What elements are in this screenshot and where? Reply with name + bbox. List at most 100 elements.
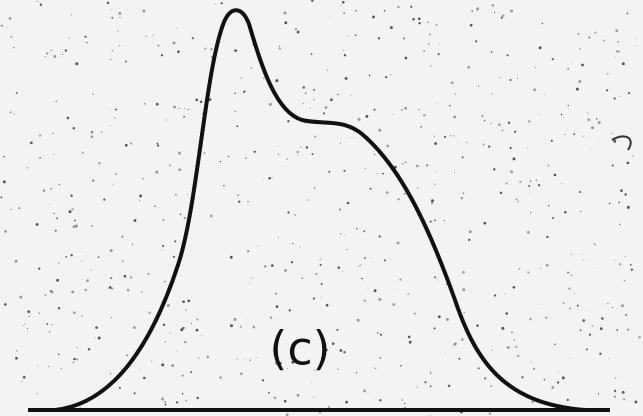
speckle: [339, 142, 341, 144]
speckle: [505, 182, 508, 185]
speckle: [72, 127, 76, 130]
speckle: [143, 376, 146, 380]
speckle: [164, 403, 167, 406]
speckle: [138, 199, 140, 201]
speckle: [111, 9, 113, 11]
speckle: [382, 172, 385, 175]
speckle: [285, 413, 289, 416]
speckle: [620, 189, 623, 192]
speckle: [84, 35, 87, 38]
speckle: [70, 194, 73, 197]
speckle: [174, 240, 177, 243]
speckle: [291, 360, 295, 364]
speckle: [165, 119, 167, 121]
speckle: [462, 288, 466, 292]
speckle: [121, 260, 124, 263]
speckle: [53, 212, 55, 215]
speckle: [252, 325, 256, 329]
speckle: [181, 393, 184, 395]
speckle: [570, 253, 573, 256]
speckle: [346, 201, 350, 205]
speckle: [404, 56, 408, 60]
speckle: [324, 106, 328, 109]
speckle: [462, 192, 465, 195]
speckle: [249, 283, 251, 284]
speckle: [240, 372, 243, 376]
speckle: [337, 266, 341, 269]
speckle: [38, 267, 41, 270]
speckle: [538, 46, 542, 50]
speckle: [153, 34, 155, 36]
speckle: [624, 256, 626, 258]
speckle: [490, 51, 493, 53]
speckle: [30, 141, 33, 145]
speckle: [290, 261, 294, 264]
speckle: [615, 29, 619, 33]
speckle: [488, 412, 492, 415]
speckle: [22, 324, 24, 327]
speckle: [420, 125, 423, 128]
speckle: [185, 309, 188, 311]
speckle: [597, 121, 601, 124]
speckle: [392, 113, 394, 115]
speckle: [261, 379, 265, 382]
speckle: [476, 8, 479, 11]
speckle: [208, 98, 212, 101]
speckle: [148, 311, 151, 314]
speckle: [481, 114, 484, 118]
speckle: [341, 0, 345, 4]
speckle: [623, 398, 626, 401]
speckle: [313, 88, 315, 91]
speckle: [431, 199, 434, 203]
speckle: [81, 260, 83, 262]
speckle: [299, 245, 301, 247]
speckle: [15, 356, 18, 360]
speckle: [204, 47, 207, 50]
speckle: [313, 369, 316, 371]
speckle: [634, 44, 636, 46]
speckle: [399, 278, 402, 281]
speckle: [163, 280, 166, 283]
speckle: [374, 367, 377, 370]
speckle: [123, 274, 127, 278]
speckle: [339, 349, 343, 352]
speckle: [234, 49, 237, 52]
speckle: [579, 329, 582, 332]
speckle: [284, 268, 287, 272]
speckle: [255, 356, 257, 358]
speckle: [518, 267, 521, 270]
speckle: [434, 183, 436, 185]
speckle: [314, 135, 317, 138]
speckle: [50, 187, 53, 190]
speckle: [475, 40, 478, 43]
speckle: [428, 43, 430, 45]
speckle: [39, 157, 41, 159]
speckle: [471, 10, 473, 12]
speckle: [404, 106, 408, 110]
speckle: [430, 201, 434, 205]
speckle: [582, 253, 584, 255]
speckle: [155, 170, 159, 174]
speckle: [157, 44, 160, 47]
speckle: [327, 405, 330, 408]
speckle: [468, 230, 472, 234]
speckle: [367, 391, 369, 393]
speckle: [343, 351, 346, 354]
speckle: [529, 194, 531, 196]
speckle: [618, 201, 620, 204]
speckle: [155, 102, 159, 106]
speckle: [68, 210, 72, 214]
speckle: [372, 15, 375, 19]
speckle: [92, 179, 95, 182]
speckle: [90, 130, 94, 134]
speckle: [519, 180, 522, 183]
speckle: [608, 358, 610, 360]
speckle: [425, 164, 429, 167]
speckle: [477, 85, 480, 87]
speckle: [271, 177, 273, 179]
speckle: [2, 155, 5, 158]
speckle: [46, 52, 49, 55]
speckle: [607, 302, 609, 305]
